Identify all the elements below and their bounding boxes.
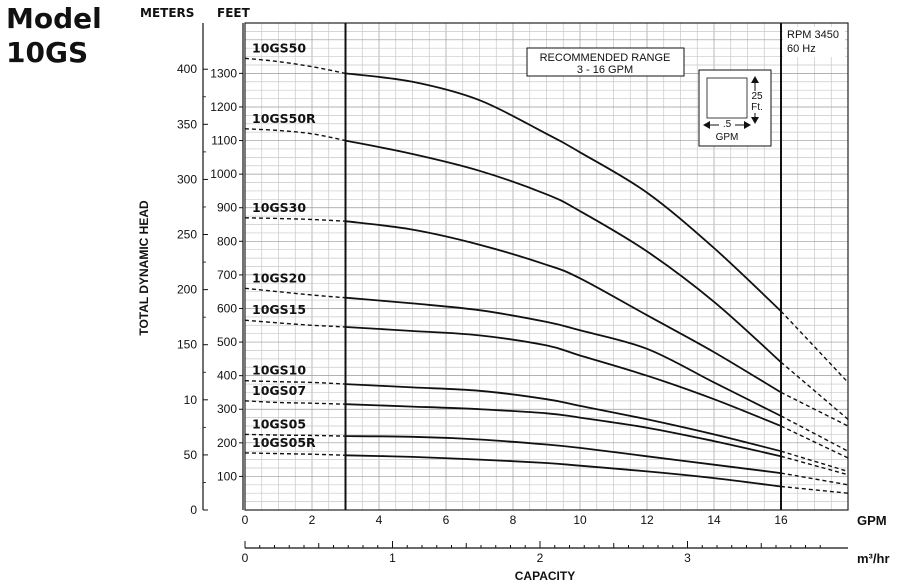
- rpm-note-background: [783, 27, 845, 57]
- curve-label-10gs50r: 10GS50R: [252, 111, 316, 126]
- scale-horizontal-label-bg: [719, 119, 735, 129]
- plot-frame: [244, 22, 849, 511]
- feet-tick-label: 300: [217, 402, 237, 416]
- meters-tick-label: 300: [177, 172, 197, 186]
- curve-10gs05-dashed-right: [780, 472, 849, 486]
- recommended-range-box: [526, 47, 685, 77]
- rpm-note-line1: RPM 3450: [787, 29, 839, 41]
- curve-10gs05r-dashed-right: [780, 485, 849, 494]
- scale-horizontal-unit: GPM: [716, 132, 739, 143]
- scale-vertical-label-bg: [748, 91, 766, 113]
- curve-label-10gs15: 10GS15: [252, 302, 306, 317]
- feet-tick-label: 900: [217, 201, 237, 215]
- curve-10gs15-dashed-left: [244, 319, 346, 328]
- feet-tick-label: 1100: [211, 134, 237, 148]
- meters-tick-label: 50: [184, 448, 198, 462]
- curve-10gs30-dashed-right: [780, 391, 849, 427]
- meters-tick-label: 400: [177, 62, 197, 76]
- curve-label-10gs05r: 10GS05R: [252, 435, 316, 450]
- m3hr-tick-label: 2: [537, 551, 544, 565]
- gpm-tick-label: 2: [309, 513, 316, 527]
- gpm-unit-label: GPM: [857, 513, 887, 528]
- feet-tick-label: 1300: [210, 66, 237, 80]
- m3hr-tick-label: 1: [389, 551, 396, 565]
- grid-scale-square: [706, 77, 748, 119]
- curve-10gs07: [345, 403, 782, 458]
- m3hr-unit-label: m³/hr: [857, 551, 890, 566]
- m3hr-tick-label: 3: [684, 551, 691, 565]
- curve-10gs10-dashed-right: [780, 450, 849, 473]
- curve-label-10gs05: 10GS05: [252, 416, 306, 431]
- curve-10gs10-dashed-left: [244, 380, 346, 385]
- curve-10gs15: [345, 326, 782, 427]
- feet-tick-label: 100: [217, 469, 237, 483]
- scale-arrow-left: [703, 121, 710, 129]
- gpm-tick-label: 6: [443, 513, 450, 527]
- y-axis-label: TOTAL DYNAMIC HEAD: [137, 200, 151, 336]
- recommended-range-value: 3 - 16 GPM: [577, 64, 633, 76]
- gpm-tick-label: 14: [707, 513, 721, 527]
- feet-tick-label: 500: [217, 335, 237, 349]
- gpm-tick-label: 10: [573, 513, 587, 527]
- scale-arrow-down: [751, 117, 759, 124]
- meters-tick-label: 10: [184, 393, 198, 407]
- meters-tick-label: 150: [177, 338, 197, 352]
- meters-header: METERS: [140, 6, 195, 20]
- feet-tick-label: 400: [217, 369, 237, 383]
- feet-tick-label: 700: [217, 268, 237, 282]
- curve-10gs10: [345, 383, 782, 453]
- curve-10gs05r: [345, 454, 782, 488]
- meters-tick-label: 250: [177, 228, 197, 242]
- model-title: Model 10GS: [6, 2, 102, 70]
- curve-10gs30-dashed-left: [244, 217, 346, 222]
- feet-tick-label: 1000: [210, 167, 237, 181]
- x-axis-label: CAPACITY: [515, 569, 575, 583]
- curve-10gs20-dashed-left: [244, 287, 346, 299]
- curve-10gs15-dashed-right: [780, 425, 849, 459]
- feet-tick-label: 1200: [210, 100, 237, 114]
- feet-tick-label: 600: [217, 301, 237, 315]
- curve-10gs50r: [345, 139, 782, 363]
- curve-label-10gs30: 10GS30: [252, 200, 306, 215]
- model-title-line1: Model: [6, 2, 102, 35]
- curve-10gs50r-dashed-right: [780, 361, 849, 420]
- curve-10gs30: [345, 220, 782, 394]
- curve-10gs50-dashed-left: [244, 57, 346, 75]
- scale-vertical-unit: Ft.: [751, 102, 763, 113]
- gpm-tick-label: 0: [242, 513, 249, 527]
- rpm-note-line2: 60 Hz: [787, 43, 816, 55]
- meters-tick-label: 200: [177, 283, 197, 297]
- curve-10gs05-dashed-left: [244, 433, 346, 437]
- feet-tick-label: 200: [217, 436, 237, 450]
- gpm-tick-label: 16: [774, 513, 788, 527]
- feet-tick-label: 800: [217, 234, 237, 248]
- m3hr-tick-label: 0: [242, 551, 249, 565]
- curve-10gs50-dashed-right: [780, 310, 849, 383]
- curve-10gs50: [345, 72, 782, 312]
- curve-10gs07-dashed-left: [244, 400, 346, 405]
- curve-label-10gs10: 10GS10: [252, 363, 306, 378]
- model-title-line2: 10GS: [6, 36, 89, 69]
- meters-tick-label: 350: [177, 117, 197, 131]
- recommended-range-label: RECOMMENDED RANGE: [540, 52, 671, 64]
- curve-10gs05: [345, 435, 782, 474]
- scale-arrow-up: [751, 76, 759, 83]
- gpm-tick-label: 12: [640, 513, 654, 527]
- scale-horizontal-value: .5: [723, 119, 732, 130]
- curve-label-10gs07: 10GS07: [252, 383, 306, 398]
- scale-arrow-right: [744, 121, 751, 129]
- feet-header: FEET: [217, 6, 250, 20]
- curve-10gs50r-dashed-left: [244, 128, 346, 142]
- curve-10gs20: [345, 296, 782, 417]
- scale-vertical-value: 25: [751, 91, 763, 102]
- curve-10gs05r-dashed-left: [244, 452, 346, 456]
- curve-10gs07-dashed-right: [780, 455, 849, 476]
- curve-10gs20-dashed-right: [780, 415, 849, 452]
- curve-label-10gs20: 10GS20: [252, 270, 306, 285]
- gpm-tick-label: 4: [376, 513, 383, 527]
- curve-label-10gs50: 10GS50: [252, 40, 306, 55]
- meters-tick-label: 0: [190, 503, 197, 517]
- gpm-tick-label: 8: [510, 513, 517, 527]
